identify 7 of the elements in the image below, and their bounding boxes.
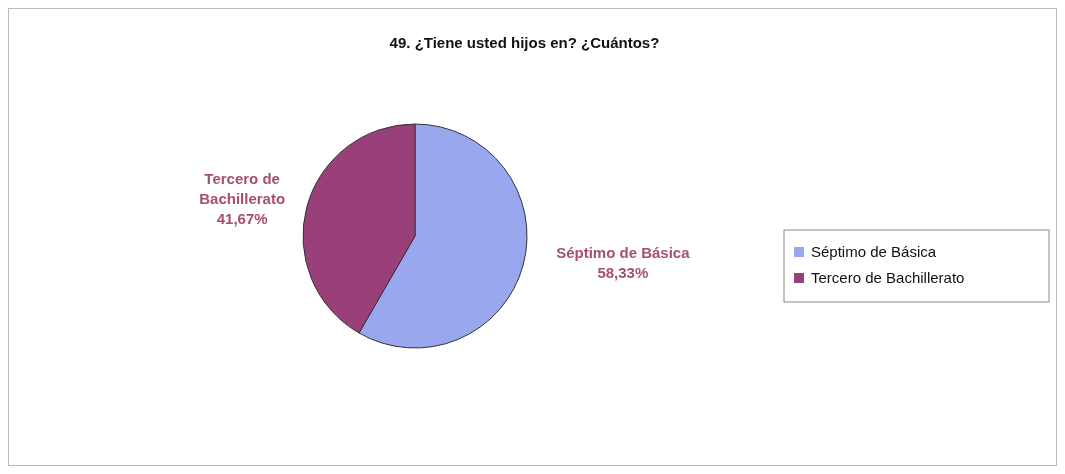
slice-label: Séptimo de Básica	[556, 243, 691, 261]
legend-label: Séptimo de Básica	[811, 243, 937, 260]
chart-title: 49. ¿Tiene usted hijos en? ¿Cuántos?	[389, 34, 660, 51]
data-label: 41,67%	[216, 210, 268, 228]
slice-label: Tercero de Bachillerato	[199, 170, 286, 208]
data-label: 58,33%	[597, 263, 649, 281]
legend-label: Tercero de Bachillerato	[811, 269, 965, 286]
